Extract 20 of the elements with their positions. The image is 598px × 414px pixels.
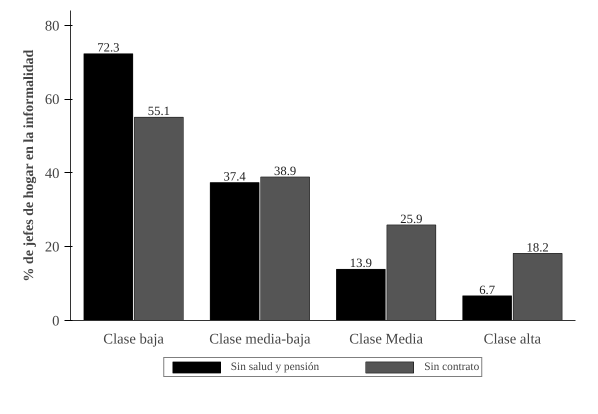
x-tick-label: Clase baja [103, 332, 164, 348]
data-label: 38.9 [274, 164, 296, 178]
y-axis-title: % de jefes de hogar en la informalidad [22, 49, 37, 282]
data-label: 25.9 [400, 212, 422, 226]
y-tick-label: 80 [44, 18, 60, 34]
y-tick-label: 0 [52, 314, 60, 330]
data-label: 18.2 [526, 240, 549, 254]
data-label: 6.7 [479, 282, 496, 297]
x-tick-label: Clase alta [484, 332, 542, 348]
data-label: 55.1 [148, 104, 170, 118]
y-tick-label: 40 [44, 166, 60, 182]
legend-label: Sin salud y pensión [230, 361, 320, 373]
x-tick-label: Clase Media [349, 332, 424, 348]
data-label: 37.4 [224, 169, 246, 184]
y-tick-label: 20 [44, 240, 60, 256]
y-tick-label: 60 [44, 92, 60, 108]
x-tick-label: Clase media-baja [209, 332, 312, 348]
data-label: 72.3 [97, 40, 120, 55]
legend-label: Sin contrato [424, 361, 480, 373]
data-label: 13.9 [350, 256, 372, 270]
